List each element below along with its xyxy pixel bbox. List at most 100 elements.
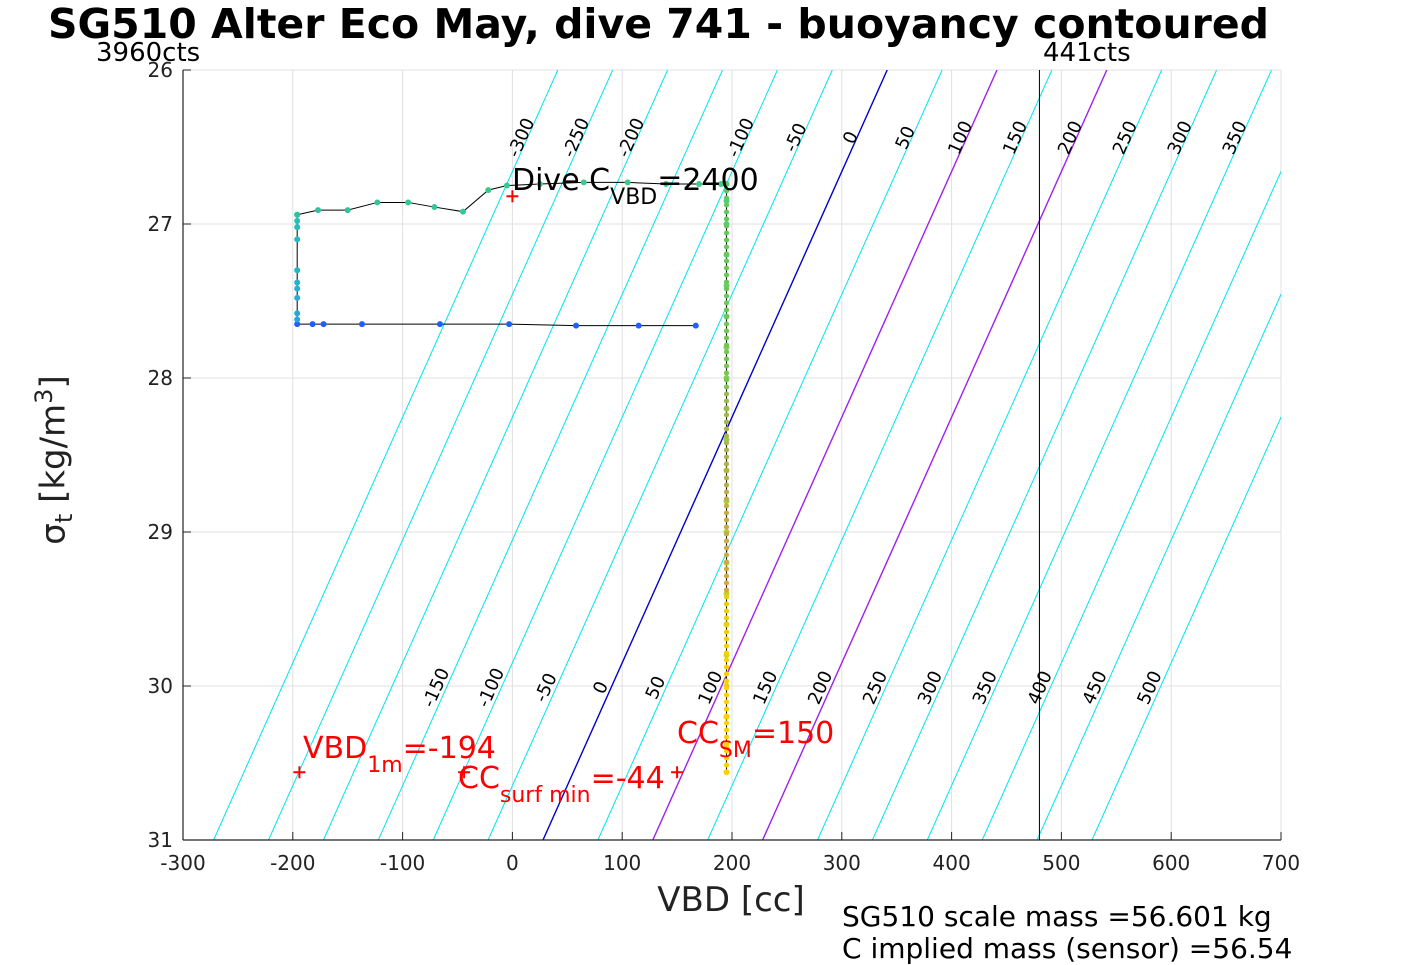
contour-line: [761, 70, 1108, 840]
climb-point: [723, 727, 730, 733]
contour-line: [213, 70, 559, 840]
climb-point: [723, 454, 730, 460]
climb-point: [723, 363, 730, 369]
x-tick-label: -300: [160, 851, 205, 875]
climb-point: [723, 188, 730, 194]
x-tick-label: 0: [506, 851, 519, 875]
climb-point: [723, 300, 730, 306]
cc-surf-min-annotation-value: =-44: [591, 761, 665, 796]
climb-point: [723, 272, 730, 278]
cc-surf-min-annotation-main: CC: [458, 761, 500, 796]
data-point: [718, 180, 725, 187]
y-tick-label: 29: [148, 520, 173, 544]
data-point: [573, 322, 580, 329]
vbd-1m-annotation: VBD1m=-194: [303, 731, 496, 778]
y-tick-label: 30: [148, 674, 173, 698]
contour-label-top: 50: [892, 123, 921, 152]
climb-point: [723, 314, 730, 320]
x-tick-label: 700: [1262, 851, 1300, 875]
climb-point: [723, 566, 730, 572]
climb-point: [723, 503, 730, 509]
y-tick-label: 28: [148, 366, 173, 390]
climb-point: [723, 678, 730, 684]
contour-label-bottom: 200: [804, 668, 837, 708]
contour-line: [487, 70, 833, 840]
data-point: [663, 180, 670, 187]
cc-surf-min-annotation: CCsurf min=-44: [458, 761, 665, 808]
climb-point: [723, 748, 730, 754]
climb-point: [723, 391, 730, 397]
climb-point: [723, 216, 730, 222]
climb-point: [723, 237, 730, 243]
climb-point: [723, 349, 730, 355]
data-point: [294, 321, 301, 328]
axes: -300 -200 -100 0 100 200 300 400 500 600 700262728…: [148, 58, 1301, 875]
data-point: [294, 267, 301, 274]
contour-label-top: -250: [558, 115, 594, 161]
vbd-1m-annotation-main: VBD: [303, 731, 367, 766]
climb-point: [723, 573, 730, 579]
climb-point: [723, 629, 730, 635]
climb-point: [723, 398, 730, 404]
climb-point: [723, 538, 730, 544]
contour-label-bottom: -100: [473, 665, 509, 711]
climb-point: [723, 706, 730, 712]
climb-point: [723, 279, 730, 285]
climb-point: [723, 552, 730, 558]
climb-point: [723, 286, 730, 292]
data-point: [294, 285, 301, 292]
contour-label-top: -300: [504, 115, 540, 161]
climb-point: [723, 615, 730, 621]
data-point: [294, 224, 301, 231]
data-point: [506, 321, 513, 328]
climb-point: [723, 356, 730, 362]
x-tick-label: 200: [713, 851, 751, 875]
climb-point: [723, 601, 730, 607]
climb-point: [723, 671, 730, 677]
data-point: [294, 279, 301, 286]
counts-left-label: 3960cts: [96, 38, 201, 68]
contour-label-bottom: 50: [642, 673, 671, 702]
y-tick-label: 26: [148, 58, 173, 82]
contour-line: [1036, 293, 1281, 840]
contour-label-bottom: 300: [914, 668, 947, 708]
cc-sm-annotation: CCSM=150: [677, 716, 834, 763]
x-tick-label: 400: [933, 851, 971, 875]
climb-point: [723, 209, 730, 215]
data-point: [459, 208, 466, 215]
contour-label-bottom: -50: [531, 670, 562, 705]
climb-point: [723, 580, 730, 586]
contour-lines: [213, 70, 1281, 840]
data-point: [294, 294, 301, 301]
data-point: [431, 204, 438, 211]
data-point: [315, 207, 322, 214]
climb-point: [723, 377, 730, 383]
contour-label-bottom: 450: [1079, 668, 1112, 708]
dive-cvbd-annotation-sub: VBD: [610, 185, 657, 210]
data-point: [374, 199, 381, 206]
climb-point: [723, 510, 730, 516]
climb-point: [723, 755, 730, 761]
climb-point: [723, 741, 730, 747]
climb-point: [723, 699, 730, 705]
climb-point: [723, 461, 730, 467]
climb-point: [723, 426, 730, 432]
climb-point: [723, 559, 730, 565]
x-tick-label: -100: [380, 851, 425, 875]
climb-point: [723, 475, 730, 481]
y-tick-label: 27: [148, 212, 173, 236]
data-point: [294, 217, 301, 224]
climb-point: [723, 202, 730, 208]
climb-point: [723, 643, 730, 649]
climb-point: [723, 265, 730, 271]
contour-label-bottom: 500: [1133, 668, 1166, 708]
data-point: [624, 179, 631, 186]
climb-point: [723, 489, 730, 495]
climb-point: [723, 713, 730, 719]
climb-point: [723, 545, 730, 551]
cc-sm-annotation-sub: SM: [719, 738, 752, 763]
contour-line: [377, 70, 723, 840]
scale-mass-text: SG510 scale mass =56.601 kg: [842, 900, 1272, 933]
contour-label-top: -100: [723, 115, 759, 161]
